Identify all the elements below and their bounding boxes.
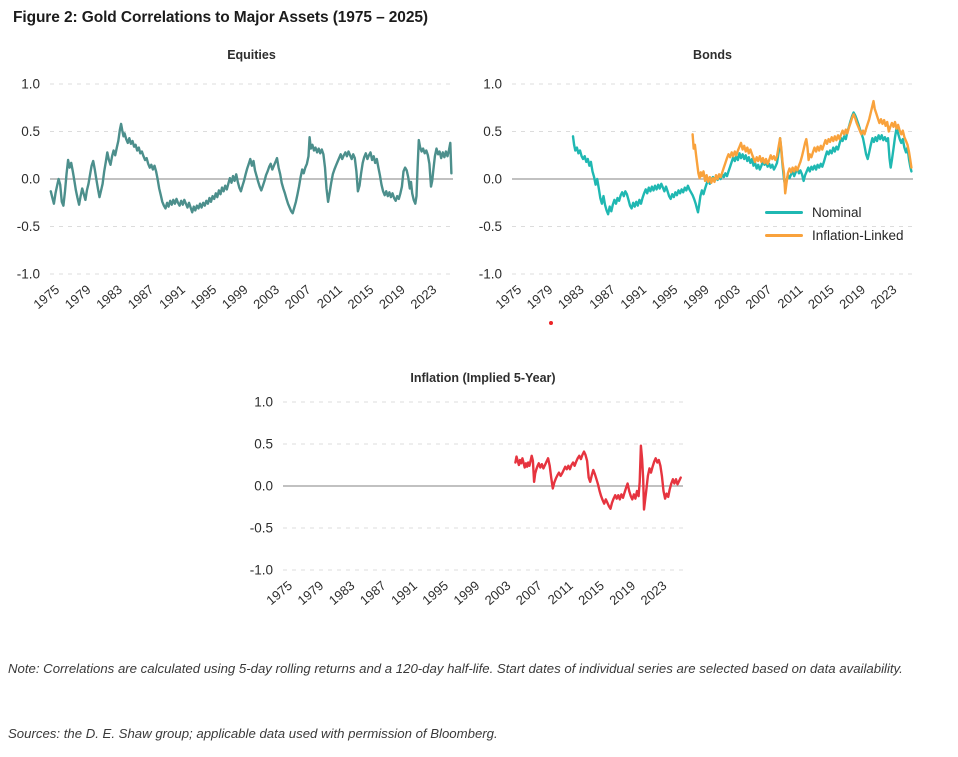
implied-inflation-line — [514, 444, 682, 511]
svg-text:1999: 1999 — [451, 578, 483, 608]
svg-text:2015: 2015 — [805, 282, 837, 312]
svg-text:2011: 2011 — [545, 578, 576, 607]
svg-text:1975: 1975 — [492, 282, 524, 312]
svg-text:2023: 2023 — [638, 578, 670, 608]
svg-text:0.0: 0.0 — [21, 172, 40, 187]
svg-text:-1.0: -1.0 — [250, 563, 273, 578]
svg-text:0.0: 0.0 — [254, 479, 273, 494]
svg-text:1.0: 1.0 — [483, 77, 502, 92]
svg-text:2007: 2007 — [282, 282, 314, 312]
nominal-line-swatch — [765, 210, 803, 215]
svg-text:2003: 2003 — [711, 282, 743, 312]
equities-chart: Equities 1.0 0.5 0.0 -0.5 -1.0 1975 1979 1983 19… — [0, 45, 470, 350]
inflation-chart-title: Inflation (Implied 5-Year) — [410, 371, 556, 385]
equities-chart-title: Equities — [227, 48, 276, 62]
gridlines — [283, 401, 683, 571]
svg-text:2003: 2003 — [250, 282, 282, 312]
equities-line — [49, 122, 453, 215]
x-tick-labels: 1975 1979 1983 1987 1991 1995 1999 2003 2007 2011… — [492, 282, 899, 312]
gridlines — [50, 83, 453, 275]
svg-text:2011: 2011 — [775, 282, 806, 311]
svg-text:1999: 1999 — [680, 282, 712, 312]
svg-text:1995: 1995 — [188, 282, 220, 312]
svg-text:2007: 2007 — [513, 578, 545, 608]
legend-item-nominal: Nominal — [765, 205, 904, 220]
svg-text:1991: 1991 — [156, 282, 188, 312]
series-lines — [49, 122, 453, 215]
nominal-line — [571, 111, 913, 216]
svg-text:1987: 1987 — [125, 282, 157, 312]
svg-text:1995: 1995 — [649, 282, 681, 312]
svg-text:1979: 1979 — [524, 282, 556, 312]
svg-text:1999: 1999 — [219, 282, 251, 312]
inflation-chart: Inflation (Implied 5-Year) 1.0 0.5 0.0 -0.5… — [240, 368, 718, 643]
svg-text:0.0: 0.0 — [483, 172, 502, 187]
series-lines — [514, 444, 682, 511]
svg-text:1987: 1987 — [357, 578, 389, 608]
svg-text:2003: 2003 — [482, 578, 514, 608]
bonds-chart: Bonds 1.0 0.5 0.0 -0.5 -1.0 1975 1979 1983 1987 1… — [470, 45, 958, 350]
svg-text:1.0: 1.0 — [21, 77, 40, 92]
inflation-linked-legend-label: Inflation-Linked — [812, 228, 904, 243]
sources-text: Sources: the D. E. Shaw group; applicabl… — [8, 726, 498, 741]
svg-text:1.0: 1.0 — [254, 395, 273, 410]
svg-text:2019: 2019 — [606, 578, 638, 608]
svg-text:1979: 1979 — [62, 282, 94, 312]
svg-text:2019: 2019 — [376, 282, 408, 312]
svg-text:1975: 1975 — [30, 282, 62, 312]
svg-text:1995: 1995 — [419, 578, 451, 608]
svg-text:1983: 1983 — [93, 282, 125, 312]
svg-text:1987: 1987 — [586, 282, 618, 312]
y-tick-labels: 1.0 0.5 0.0 -0.5 -1.0 — [17, 77, 40, 282]
svg-text:1983: 1983 — [555, 282, 587, 312]
svg-text:2023: 2023 — [868, 282, 900, 312]
svg-text:0.5: 0.5 — [21, 124, 40, 139]
svg-text:2011: 2011 — [314, 282, 345, 311]
svg-text:1975: 1975 — [263, 578, 295, 608]
svg-text:2007: 2007 — [743, 282, 775, 312]
svg-text:-1.0: -1.0 — [479, 267, 502, 282]
stray-red-dot — [549, 321, 553, 325]
x-tick-labels: 1975 1979 1983 1987 1991 1995 1999 2003 2007 2011… — [263, 578, 669, 608]
svg-text:1991: 1991 — [388, 578, 420, 608]
y-tick-labels: 1.0 0.5 0.0 -0.5 -1.0 — [479, 77, 502, 282]
svg-text:0.5: 0.5 — [483, 124, 502, 139]
bonds-chart-title: Bonds — [693, 48, 732, 62]
svg-text:-0.5: -0.5 — [250, 521, 273, 536]
figure-title: Figure 2: Gold Correlations to Major Ass… — [13, 9, 428, 26]
nominal-legend-label: Nominal — [812, 205, 862, 220]
legend-item-inflation-linked: Inflation-Linked — [765, 228, 904, 243]
svg-text:-1.0: -1.0 — [17, 267, 40, 282]
svg-text:-0.5: -0.5 — [17, 219, 40, 234]
svg-text:2015: 2015 — [575, 578, 607, 608]
inflation-linked-line — [691, 99, 913, 195]
svg-text:2019: 2019 — [836, 282, 868, 312]
svg-text:1983: 1983 — [326, 578, 358, 608]
svg-text:1979: 1979 — [295, 578, 327, 608]
inflation-linked-line-swatch — [765, 233, 803, 238]
svg-text:2015: 2015 — [345, 282, 377, 312]
series-lines — [571, 99, 913, 216]
svg-text:1991: 1991 — [617, 282, 649, 312]
svg-text:0.5: 0.5 — [254, 437, 273, 452]
note-text: Note: Correlations are calculated using … — [8, 661, 903, 676]
y-tick-labels: 1.0 0.5 0.0 -0.5 -1.0 — [250, 395, 273, 578]
svg-text:2023: 2023 — [408, 282, 440, 312]
svg-text:-0.5: -0.5 — [479, 219, 502, 234]
x-tick-labels: 1975 1979 1983 1987 1991 1995 1999 2003 2007 2011… — [30, 282, 439, 312]
bonds-legend: Nominal Inflation-Linked — [765, 205, 904, 243]
